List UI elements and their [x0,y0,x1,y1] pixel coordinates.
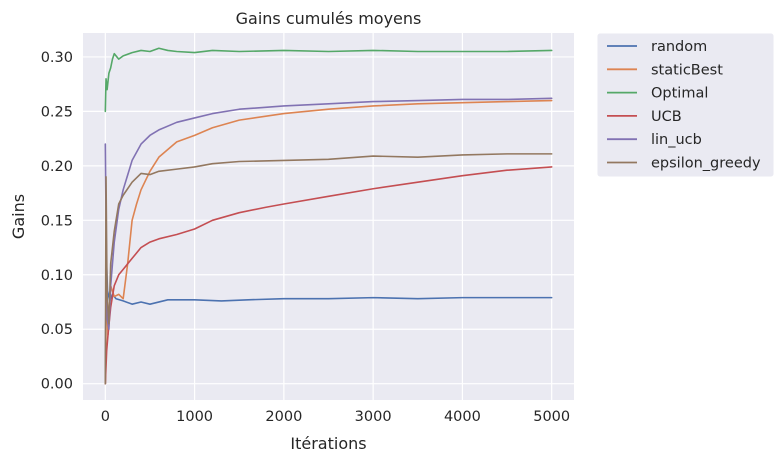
x-tick-label: 3000 [355,409,392,425]
series-line-epsilon-greedy [104,153,553,385]
y-tick-label: 0.20 [41,159,73,175]
y-tick-label: 0.05 [41,322,73,338]
x-tick-label: 0 [101,409,110,425]
x-tick-label: 4000 [444,409,481,425]
legend-entry: staticBest [651,62,723,78]
legend: random staticBest Optimal UCB lin_ucbepsilon… [596,32,775,178]
chart-title: Gains cumulés moyens [236,9,422,28]
legend-entry: random [651,39,707,55]
y-axis-ticks: 0.00 0.05 0.10 0.15 0.20 0.25 0.30 [41,50,73,393]
series-line-optimal [104,47,553,113]
x-tick-label: 2000 [265,409,302,425]
series-line-staticbest [104,99,553,385]
series-line-ucb [104,166,553,385]
legend-entry: lin_ucb [651,132,702,148]
plot-area [83,33,574,400]
x-tick-label: 5000 [533,409,570,425]
y-tick-label: 0.15 [41,213,73,229]
x-axis-ticks: 0 1000 2000 3000 4000 5000 [101,409,570,425]
legend-box [596,32,775,178]
x-tick-label: 1000 [176,409,213,425]
legend-entry: UCB [651,109,682,125]
y-tick-label: 0.10 [41,268,73,284]
y-tick-label: 0.00 [41,377,73,393]
y-tick-label: 0.30 [41,50,73,66]
legend-entry: Optimal [651,86,708,102]
x-axis-label: Itérations [290,434,366,453]
legend-entry: epsilon_greedy [651,156,761,172]
y-axis-label: Gains [9,194,28,239]
grid-lines [83,33,574,400]
y-tick-label: 0.25 [41,104,73,120]
series-lines [104,47,553,385]
